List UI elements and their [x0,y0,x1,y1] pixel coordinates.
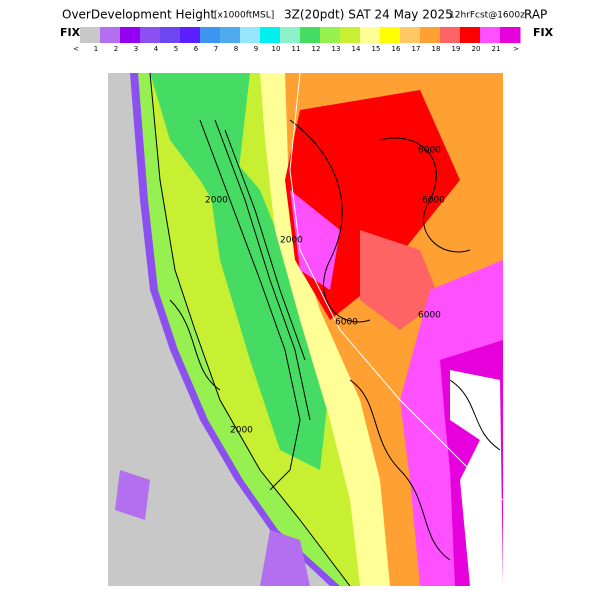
colorbar-label: 16 [392,45,401,53]
colorbar-label: 15 [372,45,381,53]
colorbar-label: 4 [154,45,159,53]
colorbar-label: 17 [412,45,421,53]
contour-label: 2000 [205,196,228,206]
map: 6000 6000 6000 6000 2000 2000 2000 [108,73,503,586]
fix-left: FIX [60,26,81,39]
colorbar-label: 13 [332,45,341,53]
colorbar-label: < [73,45,79,53]
color-swatch [500,27,521,43]
color-swatch [260,27,281,43]
color-swatch [100,27,121,43]
colorbar-label: > [513,45,519,53]
color-swatch [320,27,341,43]
colorbar-label: 1 [94,45,98,53]
color-swatch [400,27,421,43]
color-swatch [160,27,181,43]
colorbar: <1 2 3 4 5 6 7 8 9 10 11 12 13 14 15 16 17 18 19 20 21 > [73,27,521,53]
model: RAP [524,8,547,22]
color-swatch [240,27,261,43]
colorbar-label: 5 [174,45,178,53]
colorbar-label: 14 [352,45,361,53]
color-swatch [300,27,321,43]
color-swatch [440,27,461,43]
contour-labels: 6000 6000 6000 6000 2000 2000 2000 [205,146,445,436]
contour-label: 6000 [422,196,445,206]
color-swatch [120,27,141,43]
color-swatch [180,27,201,43]
color-swatch [140,27,161,43]
color-swatch [360,27,381,43]
color-swatch [480,27,501,43]
contour-label: 2000 [280,236,303,246]
colorbar-label: 21 [492,45,501,53]
color-swatch [380,27,401,43]
colorbar-label: 2 [114,45,118,53]
color-swatch [420,27,441,43]
units: [x1000ftMSL] [214,11,274,21]
colorbar-label: 18 [432,45,441,53]
colorbar-label: 12 [312,45,321,53]
title: OverDevelopment Height [62,8,215,22]
contour-label: 6000 [335,318,358,328]
colorbar-label: 11 [292,45,301,53]
color-swatch [200,27,221,43]
contour-label: 6000 [418,146,441,156]
color-swatch [460,27,481,43]
color-swatch [220,27,241,43]
colorbar-label: 7 [214,45,218,53]
colorbar-label: 6 [194,45,199,53]
colorbar-label: 10 [272,45,281,53]
color-swatch [340,27,361,43]
fix-right: FIX [533,26,554,39]
forecast: 12hrFcst@1600z [449,11,525,21]
contour-label: 2000 [230,426,253,436]
valid-time: 3Z(20pdt) SAT 24 May 2025 [284,8,453,22]
colorbar-label: 8 [234,45,238,53]
colorbar-label: 9 [254,45,258,53]
contour-label: 6000 [418,311,441,321]
colorbar-label: 19 [452,45,461,53]
color-swatch [280,27,301,43]
color-swatch [80,27,101,43]
colorbar-label: 3 [134,45,138,53]
colorbar-label: 20 [472,45,481,53]
